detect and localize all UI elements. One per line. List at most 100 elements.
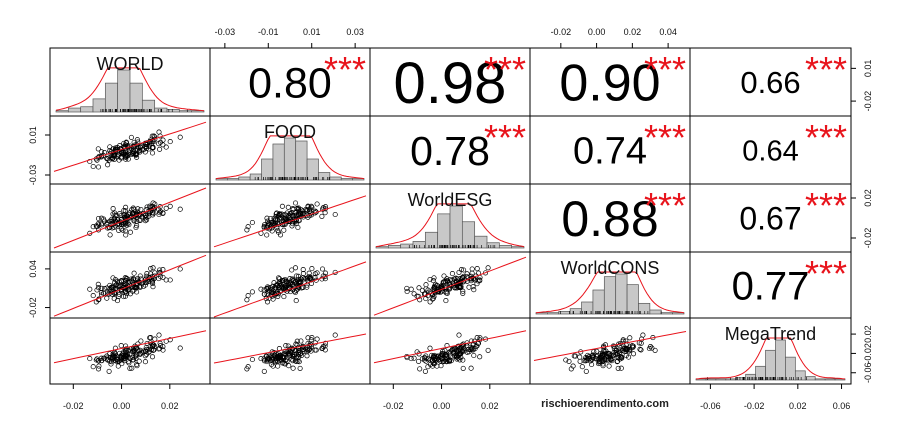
scatter-point bbox=[261, 368, 267, 374]
scatter-point bbox=[143, 273, 149, 279]
scatter-point bbox=[305, 348, 311, 354]
scatter-point bbox=[95, 215, 102, 222]
scatter-point bbox=[147, 274, 153, 281]
scatter-point bbox=[95, 281, 101, 287]
scatter-point bbox=[468, 365, 474, 371]
scatter-point bbox=[468, 344, 474, 350]
tick-label: -0.02 bbox=[863, 91, 873, 112]
scatter-point bbox=[87, 286, 93, 292]
scatter-point bbox=[289, 356, 295, 362]
scatter-point bbox=[98, 285, 105, 291]
scatter-point bbox=[139, 147, 145, 153]
scatter-point bbox=[105, 156, 111, 162]
panel-4-4 bbox=[689, 317, 852, 385]
scatter-point bbox=[167, 203, 173, 209]
scatter-point bbox=[125, 280, 131, 286]
scatter-point bbox=[456, 348, 462, 354]
scatter-point bbox=[627, 335, 633, 341]
scatter-point bbox=[144, 204, 150, 210]
scatter-point bbox=[276, 212, 282, 218]
significance-stars: *** bbox=[644, 49, 686, 90]
scatter-point bbox=[297, 365, 303, 371]
scatter-point bbox=[292, 289, 298, 296]
tick-label: -0.02 bbox=[863, 343, 873, 364]
scatter-point bbox=[291, 217, 297, 223]
histogram-bar bbox=[104, 82, 119, 113]
scatter-point bbox=[122, 149, 128, 155]
scatter-point bbox=[95, 164, 102, 170]
significance-stars: *** bbox=[324, 49, 366, 90]
scatter-point bbox=[290, 206, 296, 212]
histogram-bar bbox=[725, 378, 737, 381]
scatter-point bbox=[90, 163, 96, 170]
scatter-point bbox=[249, 289, 255, 295]
scatter-point bbox=[442, 348, 448, 354]
scatter-point bbox=[465, 275, 471, 281]
scatter-point bbox=[112, 282, 118, 289]
tick-label: 0.02 bbox=[789, 401, 807, 411]
regression-line bbox=[213, 333, 367, 364]
scatter-point bbox=[296, 280, 302, 286]
correlation-value: 0.74 bbox=[573, 131, 647, 173]
scatter-point bbox=[281, 227, 287, 233]
scatter-point bbox=[266, 287, 273, 293]
histogram-bar bbox=[603, 276, 617, 315]
scatter-point bbox=[177, 266, 183, 272]
scatter-point bbox=[121, 151, 127, 157]
scatter-point bbox=[177, 134, 183, 140]
scatter-point bbox=[279, 360, 285, 366]
scatter-point bbox=[434, 356, 440, 362]
scatter-point bbox=[282, 284, 288, 290]
scatter-point bbox=[444, 290, 450, 296]
scatter-point bbox=[107, 232, 113, 238]
scatter-point bbox=[138, 206, 144, 213]
tick-label: 0.02 bbox=[863, 325, 873, 343]
scatter-point bbox=[583, 368, 589, 374]
regression-line bbox=[53, 330, 207, 364]
scatter-point bbox=[431, 283, 438, 289]
scatter-point bbox=[167, 139, 173, 145]
histogram-bar bbox=[660, 312, 673, 315]
scatter-point bbox=[283, 282, 289, 289]
scatter-point bbox=[482, 270, 489, 276]
scatter-point bbox=[314, 201, 320, 207]
scatter-point bbox=[474, 266, 480, 272]
scatter-point bbox=[471, 352, 477, 359]
scatter-point bbox=[149, 354, 156, 360]
scatter-point bbox=[116, 227, 122, 233]
histogram-bar bbox=[775, 339, 786, 381]
scatter-point bbox=[133, 224, 139, 231]
scatter-point bbox=[104, 285, 110, 291]
scatter-point bbox=[485, 347, 491, 353]
significance-stars: *** bbox=[805, 117, 847, 158]
histogram-bar bbox=[55, 110, 69, 113]
scatter-point bbox=[150, 265, 156, 271]
scatter-point bbox=[282, 351, 288, 357]
density-curve bbox=[55, 67, 205, 112]
scatter-point bbox=[261, 358, 268, 364]
scatter-point bbox=[466, 349, 472, 355]
scatter-point bbox=[275, 227, 281, 233]
scatter-point bbox=[121, 349, 127, 355]
histogram-bar bbox=[295, 140, 308, 181]
scatter-point bbox=[606, 363, 612, 369]
tick-label: -0.02 bbox=[863, 228, 873, 249]
tick-label: 0.06 bbox=[833, 401, 851, 411]
scatter-point bbox=[304, 284, 310, 290]
scatter-point bbox=[249, 219, 255, 226]
tick-label: -0.06 bbox=[700, 401, 721, 411]
scatter-point bbox=[139, 349, 145, 355]
scatter-point bbox=[617, 354, 623, 360]
tick-label: 0.02 bbox=[863, 189, 873, 207]
scatter-point bbox=[563, 357, 569, 363]
scatter-point bbox=[110, 352, 116, 359]
histogram-bar bbox=[238, 176, 251, 181]
scatter-point bbox=[90, 364, 96, 370]
correlation-value: 0.88 bbox=[561, 191, 658, 247]
scatter-point bbox=[117, 143, 123, 149]
scatter-point bbox=[618, 365, 624, 371]
histogram-bar bbox=[191, 110, 205, 113]
tick-label: 0.02 bbox=[624, 27, 642, 37]
scatter-point bbox=[293, 341, 299, 347]
scatter-point bbox=[126, 360, 132, 366]
